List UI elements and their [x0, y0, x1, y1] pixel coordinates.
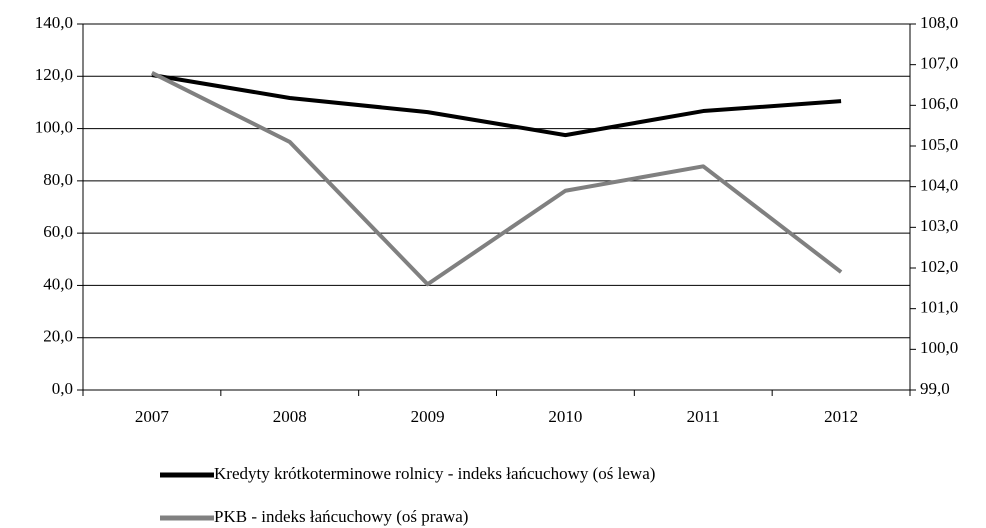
- y2-tick-label: 103,0: [920, 216, 958, 235]
- y-tick-label: 60,0: [43, 222, 73, 241]
- y-tick-label: 120,0: [35, 65, 73, 84]
- x-tick-label: 2010: [548, 407, 582, 426]
- y-tick-label: 80,0: [43, 170, 73, 189]
- legend-label: PKB - indeks łańcuchowy (oś prawa): [214, 507, 468, 526]
- x-tick-label: 2008: [273, 407, 307, 426]
- series-line: [151, 71, 843, 287]
- y-tick-label: 0,0: [52, 379, 73, 398]
- y2-tick-label: 99,0: [920, 379, 950, 398]
- y-tick-label: 20,0: [43, 327, 73, 346]
- y2-tick-label: 100,0: [920, 338, 958, 357]
- y2-tick-label: 102,0: [920, 257, 958, 276]
- y-tick-label: 140,0: [35, 13, 73, 32]
- y2-tick-label: 108,0: [920, 13, 958, 32]
- y2-tick-label: 106,0: [920, 94, 958, 113]
- x-tick-label: 2009: [411, 407, 445, 426]
- y2-tick-label: 105,0: [920, 135, 958, 154]
- y2-tick-label: 107,0: [920, 54, 958, 73]
- y2-tick-label: 101,0: [920, 298, 958, 317]
- y-tick-label: 40,0: [43, 274, 73, 293]
- legend-label: Kredyty krótkoterminowe rolnicy - indeks…: [214, 464, 655, 483]
- series-line: [151, 73, 842, 138]
- x-tick-label: 2011: [687, 407, 720, 426]
- y2-tick-label: 104,0: [920, 176, 958, 195]
- y-tick-label: 100,0: [35, 117, 73, 136]
- x-tick-label: 2012: [824, 407, 858, 426]
- x-tick-label: 2007: [135, 407, 170, 426]
